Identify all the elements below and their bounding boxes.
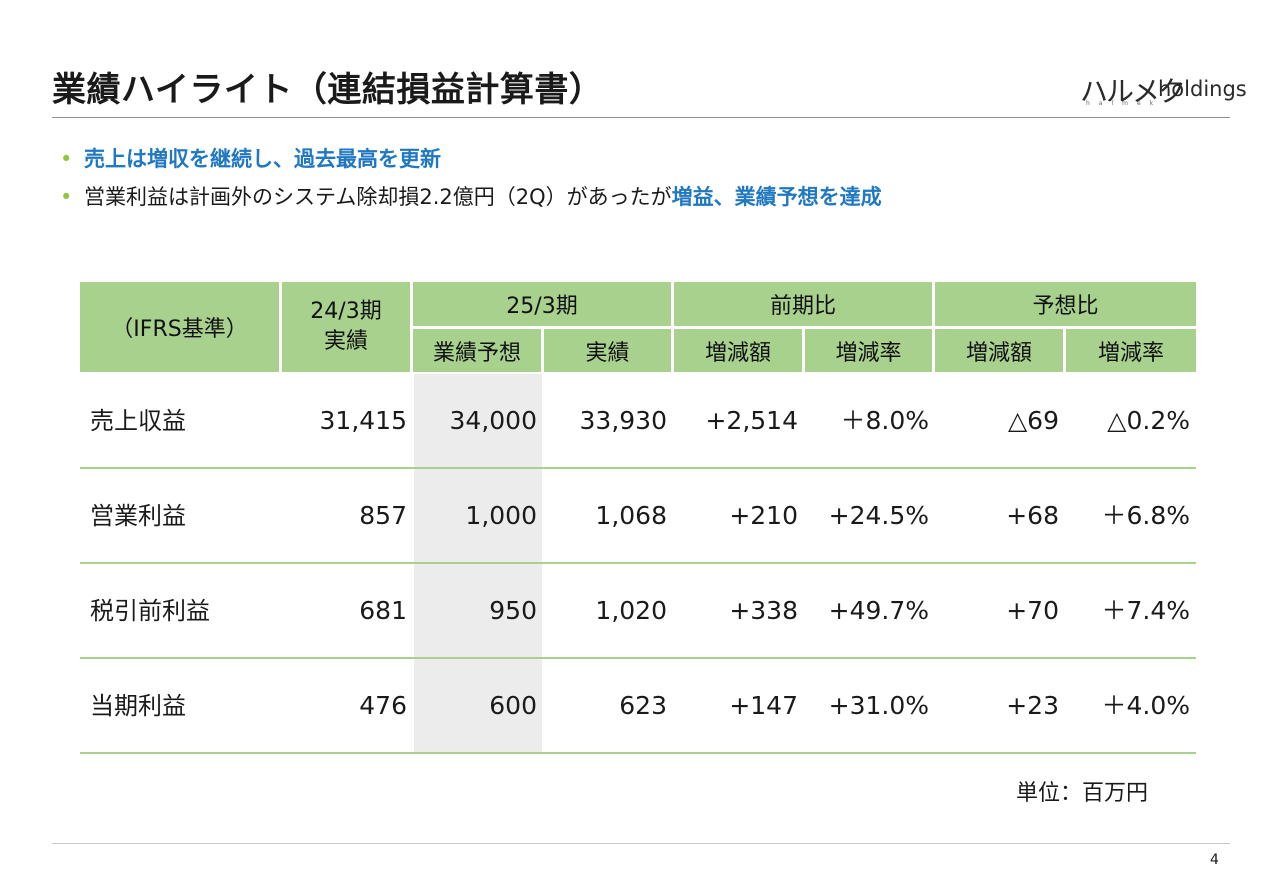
cell-yoy-rate: ＋8.0% xyxy=(840,406,929,435)
bullet-text: 営業利益は計画外のシステム除却損2.2億円（2Q）があったが xyxy=(84,185,672,209)
row-divider xyxy=(80,657,1196,659)
cell-actual: 1,068 xyxy=(595,501,667,530)
bullet-dot-icon: • xyxy=(60,185,73,209)
row-label: 売上収益 xyxy=(90,407,186,435)
cell-yoy-amount: +147 xyxy=(729,691,798,720)
cell-yoy-rate: +31.0% xyxy=(828,691,929,720)
bullet-item: • 売上は増収を継続し、過去最高を更新 xyxy=(60,140,882,178)
footer-divider xyxy=(52,843,1230,844)
row-label: 営業利益 xyxy=(90,502,186,530)
cell-forecast: 600 xyxy=(489,691,537,720)
cell-prev: 681 xyxy=(359,596,407,625)
subheader-fc-amount: 増減額 xyxy=(935,329,1063,372)
subheader-fc-rate: 増減率 xyxy=(1066,329,1196,372)
table-row: 売上収益 31,415 34,000 33,930 +2,514 ＋8.0% △… xyxy=(80,374,1196,468)
header-prev-period: 24/3期 実績 xyxy=(282,282,410,372)
income-statement-table: （IFRS基準） 24/3期 実績 25/3期 前期比 予想比 業績予想 実績 … xyxy=(80,282,1196,754)
table-row: 税引前利益 681 950 1,020 +338 +49.7% +70 ＋7.4… xyxy=(80,564,1196,658)
cell-prev: 476 xyxy=(359,691,407,720)
bullet-text: 売上は増収を継続し、過去最高を更新 xyxy=(84,147,441,171)
header-basis: （IFRS基準） xyxy=(80,282,279,372)
cell-prev: 857 xyxy=(359,501,407,530)
page-number: 4 xyxy=(1210,852,1219,868)
subheader-yoy-rate: 増減率 xyxy=(805,329,932,372)
logo-mark: ハルメク xyxy=(1080,75,1186,108)
header-prev-period-sub: 実績 xyxy=(323,329,368,354)
cell-yoy-rate: +24.5% xyxy=(828,501,929,530)
row-label: 当期利益 xyxy=(90,692,186,720)
logo-subtext: halmek xyxy=(1086,100,1163,107)
page-title: 業績ハイライト（連結損益計算書） xyxy=(52,70,604,110)
cell-yoy-amount: +2,514 xyxy=(705,406,798,435)
row-divider xyxy=(80,467,1196,469)
subheader-actual: 実績 xyxy=(544,329,671,372)
cell-forecast: 950 xyxy=(489,596,537,625)
subheader-yoy-amount: 増減額 xyxy=(674,329,802,372)
cell-fc-rate: ＋4.0% xyxy=(1101,691,1190,720)
highlight-bullets: • 売上は増収を継続し、過去最高を更新 • 営業利益は計画外のシステム除却損2.… xyxy=(60,140,882,216)
row-label: 税引前利益 xyxy=(90,597,210,625)
table-row: 営業利益 857 1,000 1,068 +210 +24.5% +68 ＋6.… xyxy=(80,469,1196,563)
bullet-dot-icon: • xyxy=(60,147,73,171)
cell-actual: 1,020 xyxy=(595,596,667,625)
table-row: 当期利益 476 600 623 +147 +31.0% +23 ＋4.0% xyxy=(80,659,1196,753)
bullet-item: • 営業利益は計画外のシステム除却損2.2億円（2Q）があったが増益、業績予想を… xyxy=(60,178,882,216)
cell-fc-rate: △0.2% xyxy=(1107,406,1190,435)
subheader-forecast: 業績予想 xyxy=(413,329,541,372)
cell-fc-amount: +23 xyxy=(1006,691,1059,720)
unit-note: 単位：百万円 xyxy=(1016,781,1149,806)
header-yoy: 前期比 xyxy=(674,282,932,326)
cell-yoy-rate: +49.7% xyxy=(828,596,929,625)
cell-prev: 31,415 xyxy=(319,406,407,435)
header-current-period: 25/3期 xyxy=(413,282,671,326)
cell-yoy-amount: +210 xyxy=(729,501,798,530)
cell-forecast: 34,000 xyxy=(449,406,537,435)
cell-fc-amount: +68 xyxy=(1006,501,1059,530)
forecast-column-shading xyxy=(414,374,542,754)
logo-wordmark: holdings xyxy=(1158,77,1247,101)
title-divider xyxy=(52,117,1230,118)
row-divider xyxy=(80,562,1196,564)
bullet-highlight: 増益、業績予想を達成 xyxy=(671,185,882,209)
company-logo: ハルメク holdings halmek xyxy=(1080,70,1260,110)
cell-fc-rate: ＋6.8% xyxy=(1101,501,1190,530)
cell-fc-amount: +70 xyxy=(1006,596,1059,625)
cell-forecast: 1,000 xyxy=(465,501,537,530)
cell-fc-amount: △69 xyxy=(1007,406,1059,435)
table-bottom-border xyxy=(80,752,1196,754)
cell-fc-rate: ＋7.4% xyxy=(1101,596,1190,625)
cell-actual: 623 xyxy=(619,691,667,720)
cell-actual: 33,930 xyxy=(579,406,667,435)
cell-yoy-amount: +338 xyxy=(729,596,798,625)
header-vs-forecast: 予想比 xyxy=(935,282,1196,326)
header-prev-period-label: 24/3期 xyxy=(310,299,382,324)
